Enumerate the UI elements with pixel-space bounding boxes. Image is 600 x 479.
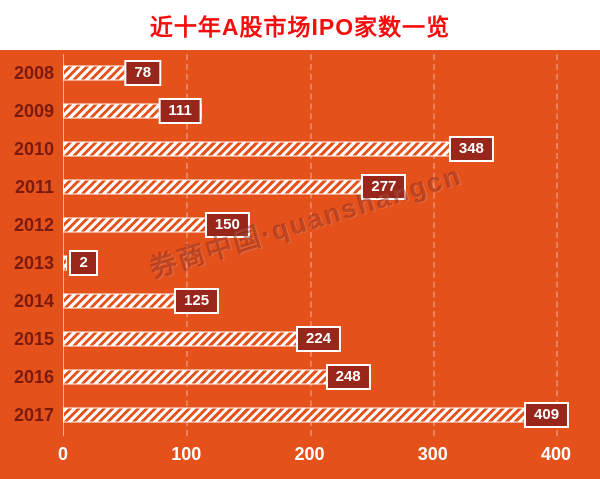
year-label: 2008 — [13, 62, 54, 83]
year-label: 2016 — [13, 366, 54, 387]
value-badge: 348 — [448, 136, 494, 162]
year-label: 2009 — [13, 100, 54, 121]
bar-row: 2015 224 — [0, 320, 600, 358]
bar — [63, 369, 371, 385]
bar-row: 2012 150 — [0, 206, 600, 244]
x-tick-label: 100 — [171, 444, 202, 464]
bar-track: 125 — [63, 282, 600, 320]
bar-track: 78 — [63, 54, 600, 92]
bar — [63, 179, 407, 195]
year-label: 2017 — [13, 404, 54, 425]
bar-track: 409 — [63, 396, 600, 434]
bar-track: 224 — [63, 320, 600, 358]
bar-track: 277 — [63, 168, 600, 206]
bar-row: 2008 78 — [0, 54, 600, 92]
title-band: 近十年A股市场IPO家数一览 — [0, 0, 600, 50]
bar — [63, 141, 494, 157]
year-label: 2012 — [13, 214, 54, 235]
bar-row: 2010 348 — [0, 130, 600, 168]
x-tick-label: 200 — [294, 444, 325, 464]
value-badge: 150 — [204, 212, 250, 238]
value-badge: 125 — [174, 288, 220, 314]
bar-track: 150 — [63, 206, 600, 244]
year-label: 2010 — [13, 138, 54, 159]
bar — [63, 407, 570, 423]
bar-track: 348 — [63, 130, 600, 168]
bar-track: 2 — [63, 244, 600, 282]
value-badge: 248 — [325, 364, 371, 390]
bar-row: 2016 248 — [0, 358, 600, 396]
year-label: 2013 — [13, 252, 54, 273]
x-tick-label: 400 — [540, 444, 572, 464]
year-label: 2014 — [13, 290, 54, 311]
bar-row: 2009 111 — [0, 92, 600, 130]
value-badge: 78 — [124, 60, 162, 86]
year-label: 2011 — [14, 176, 54, 197]
bar-row: 2013 2 — [0, 244, 600, 282]
bar-rows: 2008 78 2009 111 2010 348 2011 277 2012 150 2013 2 2… — [0, 54, 600, 434]
value-badge: 2 — [69, 250, 98, 276]
bar-row: 2011 277 — [0, 168, 600, 206]
value-badge: 111 — [158, 98, 202, 124]
x-tick-label: 300 — [417, 444, 448, 464]
x-tick-label: 0 — [57, 444, 69, 464]
x-axis: 0 100 200 300 400 — [58, 444, 600, 470]
chart-title: 近十年A股市场IPO家数一览 — [149, 14, 451, 40]
bar — [63, 255, 68, 271]
bar-row: 2017 409 — [0, 396, 600, 434]
value-badge: 277 — [361, 174, 407, 200]
bar-row: 2014 125 — [0, 282, 600, 320]
year-label: 2015 — [13, 328, 54, 349]
bar-track: 111 — [63, 92, 600, 130]
bar-track: 248 — [63, 358, 600, 396]
value-badge: 224 — [296, 326, 342, 352]
value-badge: 409 — [524, 402, 570, 428]
